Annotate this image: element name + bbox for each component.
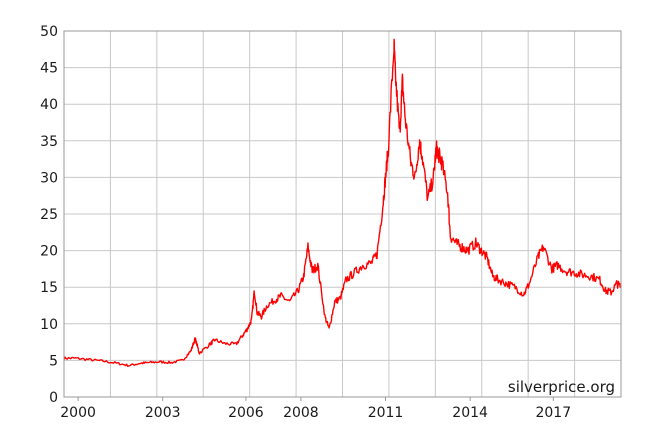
y-tick-label: 0 [49, 390, 58, 406]
x-tick-label: 2006 [228, 405, 264, 421]
y-tick-label: 30 [40, 170, 58, 186]
x-tick-label: 2008 [283, 405, 319, 421]
x-tick-label: 2017 [535, 405, 571, 421]
x-tick-label: 2003 [145, 405, 181, 421]
y-tick-label: 35 [40, 134, 58, 150]
y-tick-label: 50 [40, 24, 58, 40]
x-tick-label: 2011 [368, 405, 404, 421]
y-tick-label: 15 [40, 280, 58, 296]
y-tick-label: 45 [40, 61, 58, 77]
y-tick-label: 10 [40, 317, 58, 333]
x-axis-ticks: 2000 2003 2006 2008 2011 2014 2017 [60, 397, 571, 421]
y-tick-label: 40 [40, 97, 58, 113]
y-tick-label: 20 [40, 244, 58, 260]
silver-price-line [63, 38, 622, 367]
watermark-text: silverprice.org [508, 378, 615, 396]
y-tick-label: 5 [49, 353, 58, 369]
y-axis-ticks: 0 5 10 15 20 25 30 35 40 45 50 [40, 24, 58, 406]
series-layer [63, 38, 622, 367]
plot-frame [63, 30, 622, 398]
x-tick-label: 2014 [452, 405, 488, 421]
y-tick-label: 25 [40, 207, 58, 223]
x-tick-label: 2000 [60, 405, 96, 421]
